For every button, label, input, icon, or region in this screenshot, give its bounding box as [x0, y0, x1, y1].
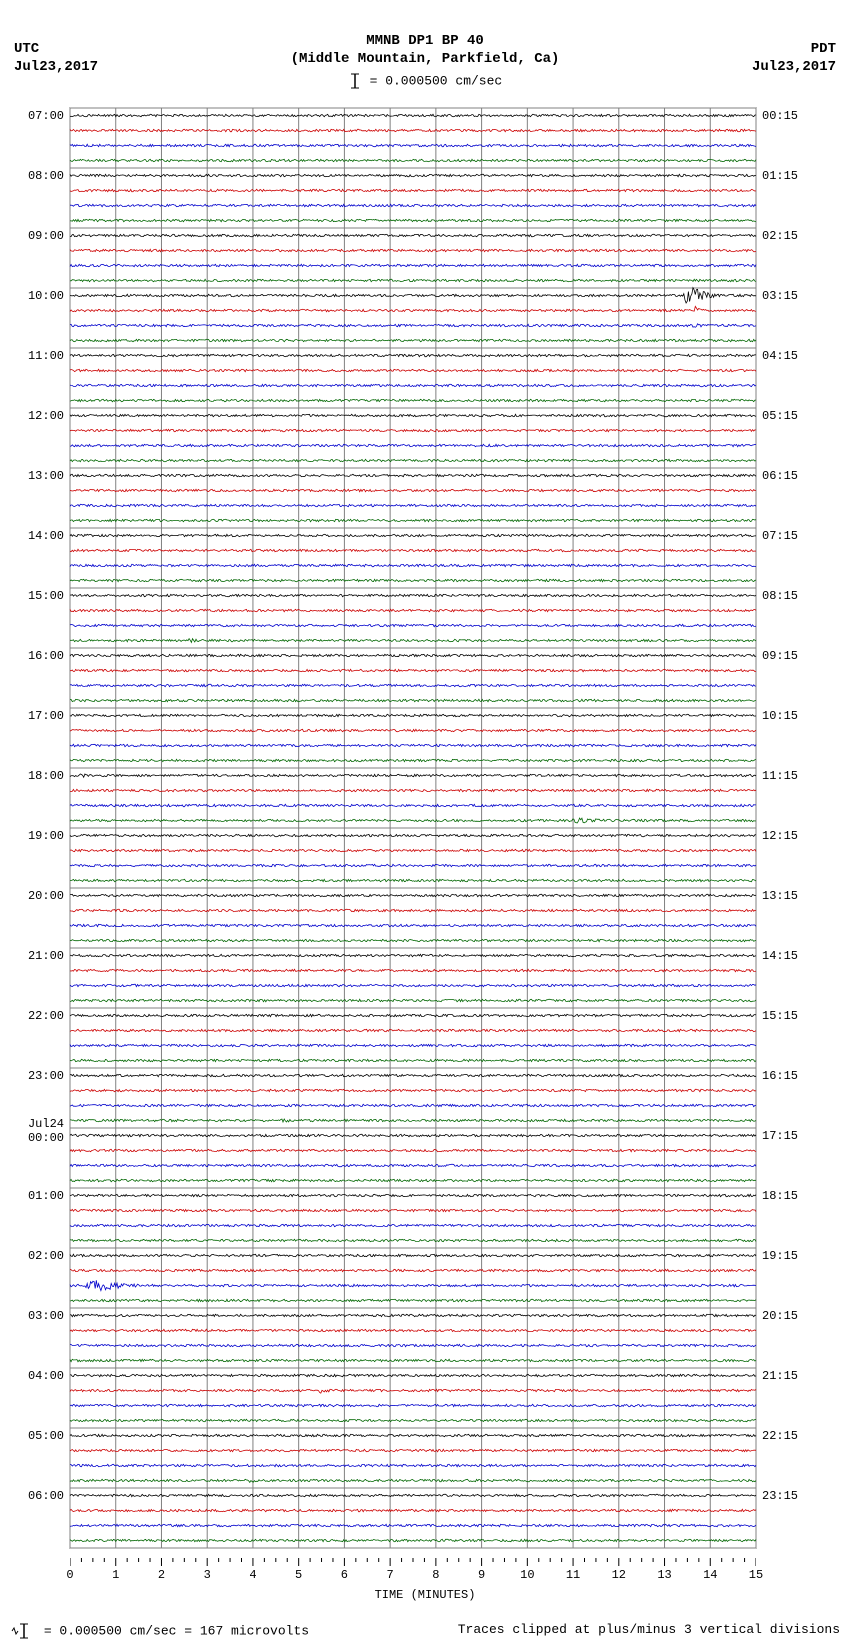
pdt-hour-label: 22:15: [762, 1429, 798, 1443]
utc-hour-label: 01:00: [10, 1189, 64, 1203]
utc-hour-label: 23:00: [10, 1069, 64, 1083]
utc-hour-label: 03:00: [10, 1309, 64, 1323]
x-tick-label: 4: [249, 1568, 256, 1582]
utc-hour-label: 09:00: [10, 229, 64, 243]
utc-hour-label: 05:00: [10, 1429, 64, 1443]
pdt-hour-label: 13:15: [762, 889, 798, 903]
pdt-hour-label: 18:15: [762, 1189, 798, 1203]
pdt-hour-label: 07:15: [762, 529, 798, 543]
x-tick-label: 2: [158, 1568, 165, 1582]
x-tick-label: 1: [112, 1568, 119, 1582]
seismogram-svg: [10, 98, 816, 1558]
utc-hour-label: Jul2400:00: [10, 1117, 64, 1145]
x-tick-label: 8: [432, 1568, 439, 1582]
pdt-hour-label: 20:15: [762, 1309, 798, 1323]
pdt-hour-label: 05:15: [762, 409, 798, 423]
utc-hour-label: 21:00: [10, 949, 64, 963]
utc-hour-label: 02:00: [10, 1249, 64, 1263]
utc-hour-label: 13:00: [10, 469, 64, 483]
pdt-hour-label: 21:15: [762, 1369, 798, 1383]
pdt-hour-label: 06:15: [762, 469, 798, 483]
utc-hour-label: 19:00: [10, 829, 64, 843]
pdt-hour-label: 19:15: [762, 1249, 798, 1263]
pdt-hour-label: 01:15: [762, 169, 798, 183]
pdt-hour-label: 09:15: [762, 649, 798, 663]
utc-zone-label: UTCJul23,2017: [14, 40, 98, 76]
pdt-hour-label: 12:15: [762, 829, 798, 843]
x-tick-label: 13: [657, 1568, 671, 1582]
x-tick-label: 12: [612, 1568, 626, 1582]
x-tick-label: 14: [703, 1568, 717, 1582]
x-tick-label: 6: [341, 1568, 348, 1582]
x-tick-label: 7: [387, 1568, 394, 1582]
pdt-hour-label: 11:15: [762, 769, 798, 783]
seismogram-plot: 07:00 08:00 09:00 10:00 11:00 12:00 13:00 14:00…: [10, 98, 840, 1602]
utc-hour-label: 04:00: [10, 1369, 64, 1383]
utc-hour-label: 14:00: [10, 529, 64, 543]
pdt-hour-label: 16:15: [762, 1069, 798, 1083]
utc-hour-label: 11:00: [10, 349, 64, 363]
pdt-zone-label: PDTJul23,2017: [752, 40, 836, 76]
x-tick-label: 10: [520, 1568, 534, 1582]
pdt-hour-label: 08:15: [762, 589, 798, 603]
utc-hour-label: 07:00: [10, 109, 64, 123]
pdt-hour-label: 04:15: [762, 349, 798, 363]
footer: = 0.000500 cm/sec = 167 microvolts Trace…: [0, 1602, 850, 1650]
pdt-hour-label: 15:15: [762, 1009, 798, 1023]
utc-hour-label: 17:00: [10, 709, 64, 723]
pdt-hour-label: 23:15: [762, 1489, 798, 1503]
utc-hour-label: 08:00: [10, 169, 64, 183]
x-tick-label: 5: [295, 1568, 302, 1582]
utc-hour-label: 06:00: [10, 1489, 64, 1503]
utc-hour-label: 20:00: [10, 889, 64, 903]
utc-hour-label: 10:00: [10, 289, 64, 303]
x-tick-label: 15: [749, 1568, 763, 1582]
utc-hour-label: 18:00: [10, 769, 64, 783]
utc-hour-label: 12:00: [10, 409, 64, 423]
pdt-hour-label: 03:15: [762, 289, 798, 303]
utc-hour-label: 16:00: [10, 649, 64, 663]
scale-top: = 0.000500 cm/sec: [0, 72, 850, 90]
x-tick-label: 9: [478, 1568, 485, 1582]
pdt-hour-label: 10:15: [762, 709, 798, 723]
pdt-hour-label: 00:15: [762, 109, 798, 123]
pdt-hour-label: 17:15: [762, 1129, 798, 1143]
utc-hour-label: 22:00: [10, 1009, 64, 1023]
x-tick-label: 11: [566, 1568, 580, 1582]
x-tick-label: 0: [66, 1568, 73, 1582]
title: MMNB DP1 BP 40 (Middle Mountain, Parkfie…: [0, 0, 850, 68]
pdt-hour-label: 02:15: [762, 229, 798, 243]
x-tick-label: 3: [204, 1568, 211, 1582]
pdt-hour-label: 14:15: [762, 949, 798, 963]
utc-hour-label: 15:00: [10, 589, 64, 603]
x-axis-title: TIME (MINUTES): [10, 1588, 840, 1602]
